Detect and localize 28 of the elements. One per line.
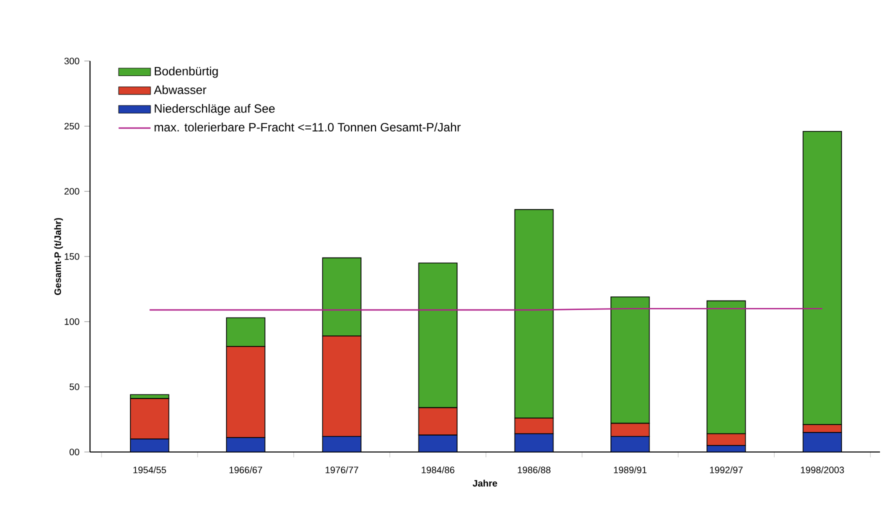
legend-label: Niederschläge auf See — [154, 104, 275, 116]
x-tick-label: 1986/88 — [518, 466, 550, 474]
bar — [610, 436, 650, 452]
x-tick-label: 1984/86 — [422, 466, 454, 474]
y-axis-title: Gesamt-P (t/Jahr) — [54, 218, 63, 296]
x-axis-title: Jahre — [472, 480, 498, 487]
bar — [514, 433, 554, 452]
y-tick-label: 50 — [70, 384, 80, 390]
y-tick-label: 100 — [64, 318, 80, 325]
bar — [802, 432, 842, 452]
legend-label: Abwasser — [154, 85, 206, 94]
y-tick-label: 200 — [64, 188, 80, 195]
bar — [130, 438, 169, 452]
x-tick-label: 1992/97 — [710, 466, 743, 474]
x-tick-label: 1976/77 — [326, 466, 358, 474]
y-tick-label: 150 — [64, 253, 80, 260]
bar — [226, 437, 266, 452]
x-tick-label: 1989/91 — [614, 466, 647, 474]
y-tick-label: 300 — [64, 58, 80, 64]
y-tick-label: 00 — [70, 448, 80, 456]
y-tick-label: 250 — [64, 122, 80, 130]
bar — [322, 436, 362, 452]
x-tick-label: 1954/55 — [133, 466, 166, 474]
legend-label: Bodenbürtig — [154, 66, 218, 78]
x-tick-label: 1998/2003 — [800, 466, 844, 474]
bar — [418, 434, 458, 452]
x-tick-label: 1966/67 — [230, 466, 262, 474]
legend-label: max. tolerierbare P-Fracht <=11.0 Tonnen Gesamt-P/Jahr — [154, 122, 461, 132]
